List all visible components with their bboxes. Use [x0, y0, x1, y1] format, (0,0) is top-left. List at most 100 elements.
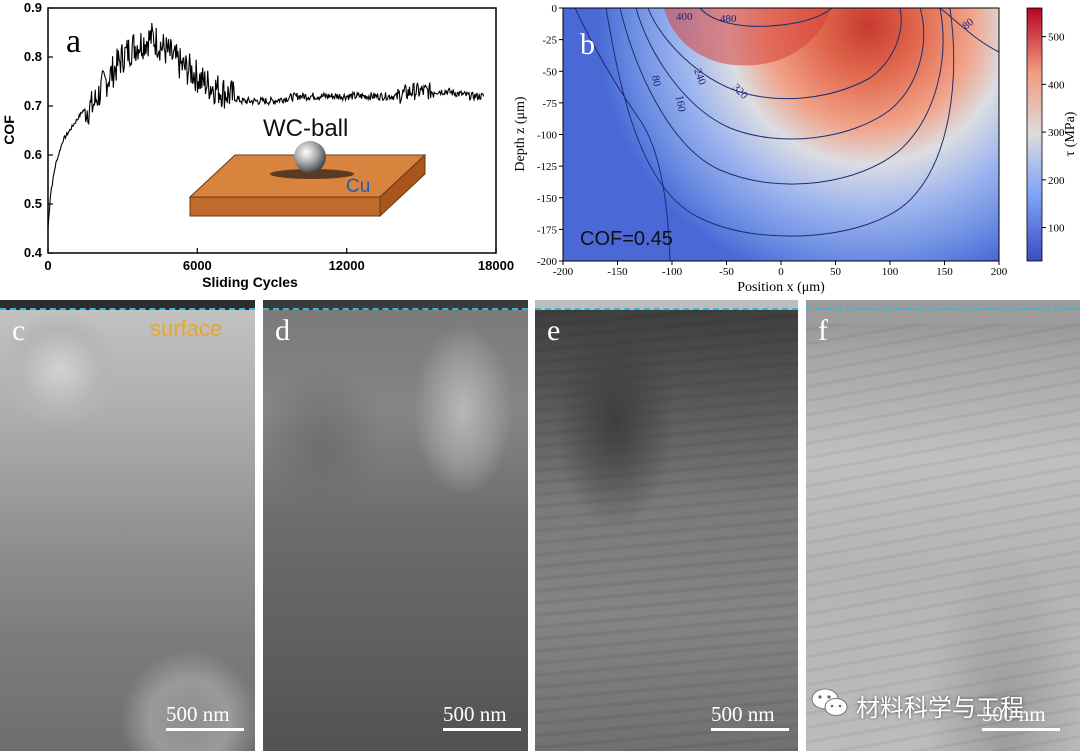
tem-d-label: d: [275, 314, 290, 347]
panel-b-ytick-label: -175: [537, 224, 558, 236]
panel-b-colorbar-tick-label: 200: [1048, 175, 1065, 187]
panel-b-stress-map: 400 480 240 320 160 80 80 -200 -150 -100 -5…: [513, 3, 1078, 295]
panel-a-inset-schematic: WC-ball Cu: [188, 115, 427, 218]
panel-b-label: b: [580, 28, 595, 61]
tem-c-surface-line: [0, 308, 255, 310]
tem-e-label: e: [547, 314, 561, 347]
panel-a-cof-chart: 0 6000 12000 18000 0.4 0.5 0.6 0.7 0.8 0.9 a Slid…: [1, 0, 514, 290]
tem-e-scalebar: [711, 728, 789, 731]
panel-b-contours: 400 480 240 320 160 80 80: [574, 7, 1000, 262]
watermark: 材料科学与工程: [808, 684, 1070, 724]
tem-f-surface-line: [806, 308, 1080, 310]
wear-track: [270, 169, 354, 179]
panel-b-ytick-label: -25: [542, 35, 557, 47]
wechat-icon: [811, 688, 848, 716]
panel-a-ytick-label: 0.7: [24, 98, 42, 113]
panel-a-ytick-label: 0.5: [24, 196, 42, 211]
panel-b-xtick-label: -100: [662, 266, 683, 278]
panel-a-ylabel: COF: [1, 115, 17, 145]
cu-label: Cu: [346, 176, 370, 197]
tem-e-top-band: [535, 300, 798, 310]
panel-b-ytick-label: -50: [542, 66, 557, 78]
tem-e-surface-line: [535, 308, 798, 310]
panel-a-xtick-label: 12000: [329, 258, 365, 273]
panel-b-ytick-label: -100: [537, 130, 558, 142]
tem-f-scalebar: [982, 728, 1060, 731]
panel-a-cof-series: [47, 22, 485, 229]
panel-b-ytick-label: -75: [542, 98, 557, 110]
panel-b-xtick-label: 50: [830, 266, 842, 278]
watermark-text: 材料科学与工程: [856, 694, 1024, 722]
wc-ball-label: WC-ball: [263, 115, 348, 142]
tem-d-scalebar: [443, 728, 521, 731]
tem-d-scalebar-label: 500 nm: [443, 702, 507, 726]
contour-label-80-left: 80: [649, 74, 663, 87]
panel-a-ticks: 0 6000 12000 18000 0.4 0.5 0.6 0.7 0.8 0.9: [24, 0, 514, 273]
contour-320: [647, 7, 902, 100]
tem-panel-e: e 500 nm: [535, 300, 798, 751]
tem-d-top-band: [263, 300, 528, 310]
panel-a-label: a: [66, 23, 81, 60]
panel-b-colorbar-tick-label: 500: [1048, 32, 1065, 44]
panel-a-ytick-label: 0.4: [24, 245, 43, 260]
panel-b-colorbar-tick-label: 400: [1048, 79, 1065, 91]
panel-b-colorbar-tick-label: 100: [1048, 223, 1065, 235]
panel-b-colorbar: [1026, 7, 1043, 262]
panel-b-colorbar-ticks: 100 200 300 400 500: [1042, 32, 1065, 235]
cu-block-side: [379, 153, 426, 218]
panel-b-cof-annotation: COF=0.45: [580, 228, 673, 250]
panel-b-xtick-label: 100: [882, 266, 899, 278]
contour-80: [605, 7, 955, 237]
cu-block-front: [189, 196, 381, 217]
panel-a-plot-frame: [47, 7, 497, 254]
contour-240: [635, 7, 925, 140]
panel-a-ytick-label: 0.8: [24, 49, 42, 64]
tem-e-scalebar-label: 500 nm: [711, 702, 775, 726]
panel-a-xtick-label: 6000: [183, 258, 212, 273]
contour-fill-480: [664, 8, 830, 66]
contour-400: [699, 7, 833, 27]
tem-f-scalebar-label: 500 nm: [982, 702, 1046, 726]
contour-label-480: 480: [720, 13, 737, 25]
panel-b-colorbar-label: τ (MPa): [1063, 111, 1078, 156]
contour-80-left: [574, 7, 671, 262]
contour-label-160: 160: [673, 94, 688, 113]
panel-b-ytick-label: 0: [552, 3, 558, 15]
panel-b-xtick-label: 0: [778, 266, 784, 278]
panel-b-xtick-label: -200: [553, 266, 574, 278]
panel-b-xtick-label: -50: [719, 266, 734, 278]
wc-ball: [294, 141, 326, 173]
tem-c-label: c: [12, 314, 26, 347]
panel-a-cof-line: [47, 22, 485, 229]
tem-panel-f: f 500 nm: [806, 300, 1080, 751]
tem-d-surface-line: [263, 308, 528, 310]
panel-b-ylabel: Depth z (μm): [513, 96, 528, 171]
panel-b-ticks: -200 -150 -100 -50 0 50 100 150 200 0 -25 -50 -75 -10…: [537, 3, 1008, 278]
panel-b-ytick-label: -150: [537, 193, 558, 205]
tem-f-top-band: [806, 300, 1080, 324]
panel-a-xtick-label: 0: [44, 258, 51, 273]
contour-160: [619, 7, 944, 185]
tem-c-scalebar: [166, 728, 244, 731]
tem-c-surface-label: surface: [150, 316, 223, 341]
tem-f-label: f: [818, 314, 828, 347]
panel-b-xtick-label: 150: [936, 266, 953, 278]
panel-b-ytick-label: -125: [537, 161, 558, 173]
panel-b-ytick-label: -200: [537, 256, 558, 268]
tem-c-top-band: [0, 300, 255, 310]
tem-panel-d: d 500 nm: [263, 300, 528, 751]
panel-b-xlabel: Position x (μm): [737, 280, 825, 295]
panel-a-ytick-label: 0.6: [24, 147, 42, 162]
panel-a-ytick-label: 0.9: [24, 0, 42, 15]
panel-b-xtick-label: 200: [991, 266, 1008, 278]
tem-c-scalebar-label: 500 nm: [166, 702, 230, 726]
contour-label-240: 240: [691, 67, 708, 87]
panel-a-xlabel: Sliding Cycles: [202, 274, 298, 290]
panel-b-colorbar-tick-label: 300: [1048, 127, 1065, 139]
panel-b-xtick-label: -150: [607, 266, 628, 278]
contour-label-400: 400: [676, 11, 693, 23]
tem-panel-c: c surface 500 nm: [0, 300, 255, 751]
contour-80-right: [939, 7, 1000, 53]
figure-top-row: 0 6000 12000 18000 0.4 0.5 0.6 0.7 0.8 0.9 a Slid…: [1, 0, 1078, 295]
panel-a-xtick-label: 18000: [478, 258, 514, 273]
